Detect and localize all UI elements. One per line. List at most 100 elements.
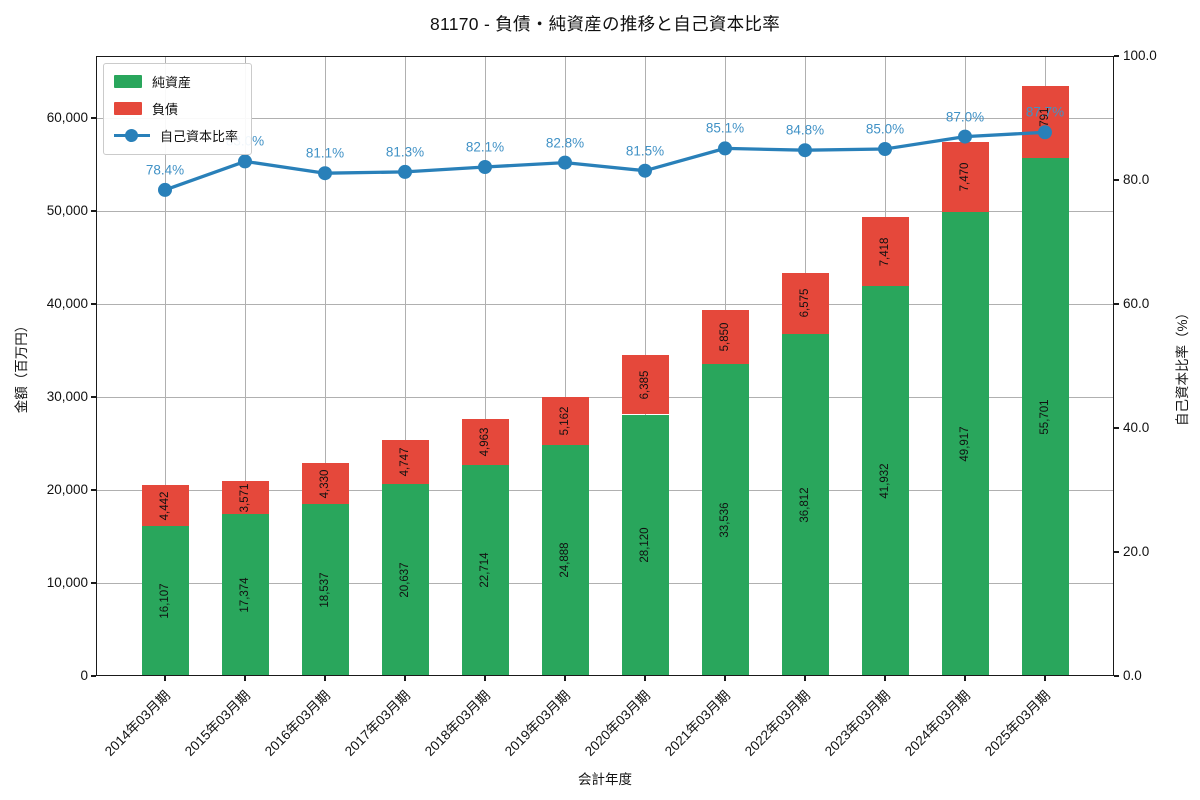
y-tick-label-right: 40.0 — [1123, 420, 1150, 435]
x-tick-label: 2017年03月期 — [342, 687, 414, 759]
x-tick-label: 2024年03月期 — [902, 687, 974, 759]
y-axis-label-left: 金額（百万円） — [14, 318, 29, 414]
equity-ratio-value-label: 81.1% — [305, 145, 345, 161]
bar-segment-liabilities — [301, 463, 349, 504]
x-tick — [884, 676, 886, 681]
v-gridline — [245, 56, 246, 676]
bar-segment-liabilities — [541, 396, 589, 445]
h-gridline — [96, 304, 1114, 305]
legend-item-liabilities: 負債 — [114, 99, 238, 118]
y-tick-label-right: 80.0 — [1123, 172, 1150, 187]
x-tick — [724, 676, 726, 681]
legend-label-net-assets: 純資産 — [152, 75, 192, 90]
v-gridline — [405, 56, 406, 676]
equity-ratio-marker — [718, 141, 732, 156]
y-tick-left — [91, 489, 96, 491]
equity-ratio-line-chart — [158, 125, 1052, 197]
equity-ratio-value-label: 85.0% — [865, 121, 905, 137]
equity-ratio-marker — [1038, 125, 1052, 140]
bar-segment-net-assets — [701, 364, 749, 676]
equity-ratio-marker — [478, 160, 492, 174]
y-tick-label-left: 10,000 — [46, 575, 88, 590]
x-tick-label: 2019年03月期 — [502, 687, 574, 759]
x-tick — [324, 676, 326, 681]
legend-item-equity-ratio: 自己資本比率 — [114, 126, 238, 145]
y-tick-left — [91, 210, 96, 212]
equity-ratio-marker — [878, 142, 892, 156]
x-tick-label: 2025年03月期 — [982, 687, 1054, 759]
bar-segment-liabilities — [1021, 85, 1069, 158]
bar-segment-net-assets — [781, 333, 829, 676]
x-tick-label: 2018年03月期 — [422, 687, 494, 759]
h-gridline — [96, 397, 1114, 398]
y-tick-left — [91, 303, 96, 305]
x-tick-label: 2021年03月期 — [662, 687, 734, 759]
x-tick — [404, 676, 406, 681]
bar-segment-liabilities — [701, 309, 749, 365]
bar-segment-liabilities — [861, 217, 909, 286]
legend-label-equity-ratio: 自己資本比率 — [160, 129, 239, 144]
v-gridline — [485, 56, 486, 676]
bar-segment-liabilities — [621, 355, 669, 415]
y-tick-left — [91, 117, 96, 119]
equity-ratio-marker — [558, 155, 572, 170]
x-tick-label: 2023年03月期 — [822, 687, 894, 759]
equity-ratio-value-label: 82.8% — [545, 135, 585, 151]
bar-segment-net-assets — [1021, 158, 1069, 676]
y-tick-left — [91, 582, 96, 584]
y-tick-label-left: 40,000 — [46, 296, 88, 311]
bar-segment-net-assets — [861, 286, 909, 676]
y-tick-right — [1114, 55, 1119, 57]
equity-ratio-value-label: 87.0% — [945, 109, 985, 125]
bar-segment-net-assets — [941, 211, 989, 676]
y-tick-left — [91, 675, 96, 677]
y-tick-label-left: 60,000 — [46, 110, 88, 125]
h-gridline — [96, 583, 1114, 584]
equity-ratio-value-label: 82.1% — [465, 139, 505, 155]
bar-segment-net-assets — [381, 484, 429, 676]
y-tick-right — [1114, 551, 1119, 553]
equity-ratio-value-label: 84.8% — [785, 122, 825, 138]
y-tick-right — [1114, 675, 1119, 677]
equity-ratio-marker — [158, 182, 172, 197]
bar-segment-liabilities — [221, 481, 269, 515]
y-tick-right — [1114, 303, 1119, 305]
x-tick — [164, 676, 166, 681]
y-axis-label-right: 自己資本比率（%） — [1175, 305, 1190, 427]
bar-segment-liabilities — [461, 418, 509, 465]
v-gridline — [325, 56, 326, 676]
y-tick-label-right: 20.0 — [1123, 544, 1150, 559]
y-tick-left — [91, 396, 96, 398]
legend-swatch-liabilities — [114, 102, 142, 115]
y-tick-label-right: 60.0 — [1123, 296, 1150, 311]
h-gridline — [96, 118, 1114, 119]
equity-ratio-value-label: 81.5% — [625, 143, 665, 159]
bar-segment-net-assets — [141, 526, 189, 676]
equity-ratio-marker — [238, 154, 252, 169]
equity-ratio-value-label: 81.3% — [385, 144, 425, 160]
y-tick-label-right: 100.0 — [1123, 48, 1157, 63]
x-tick — [964, 676, 966, 681]
y-tick-label-left: 0 — [80, 668, 88, 683]
y-tick-label-left: 20,000 — [46, 482, 88, 497]
h-gridline — [96, 211, 1114, 212]
bar-segment-liabilities — [781, 272, 829, 334]
bar-segment-net-assets — [541, 444, 589, 676]
x-tick-label: 2016年03月期 — [262, 687, 334, 759]
x-tick — [244, 676, 246, 681]
bar-segment-net-assets — [221, 514, 269, 676]
equity-ratio-marker — [958, 129, 972, 144]
x-tick — [644, 676, 646, 681]
y-tick-right — [1114, 179, 1119, 181]
x-tick — [564, 676, 566, 681]
plot-area: 16,107 4,442 17,374 3,571 18,537 4,330 20,637 4… — [96, 56, 1114, 676]
x-tick — [804, 676, 806, 681]
x-tick-label: 2020年03月期 — [582, 687, 654, 759]
equity-ratio-value-label: 78.4% — [145, 162, 185, 178]
x-tick-label: 2022年03月期 — [742, 687, 814, 759]
v-gridline — [165, 56, 166, 676]
v-gridline — [565, 56, 566, 676]
y-tick-label-right: 0.0 — [1123, 668, 1142, 683]
h-gridline — [96, 490, 1114, 491]
legend-label-liabilities: 負債 — [152, 102, 179, 117]
